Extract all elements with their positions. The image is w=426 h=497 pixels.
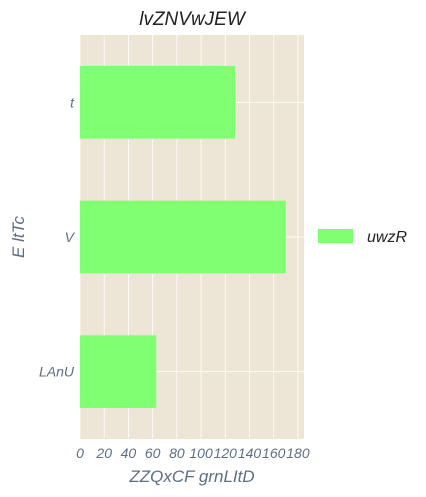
x-tick-label: 0 xyxy=(76,445,84,461)
x-tick-label: 80 xyxy=(169,445,185,461)
x-tick-label: 180 xyxy=(286,445,310,461)
x-tick-label: 40 xyxy=(121,445,137,461)
x-tick-labels: 0 20 40 60 80 100 120 140 160 180 xyxy=(76,445,310,461)
legend-swatch-uwzR xyxy=(318,229,353,243)
x-axis-label: ZZQxCF grnLItD xyxy=(128,467,254,486)
bar-LAnU xyxy=(80,335,157,409)
bar-t xyxy=(80,65,235,139)
x-tick-label: 20 xyxy=(95,445,112,461)
x-tick-label: 140 xyxy=(238,445,262,461)
y-tick-labels: t V LAnU xyxy=(39,94,76,379)
y-tick-label: LAnU xyxy=(39,364,75,380)
x-tick-label: 160 xyxy=(262,445,286,461)
y-axis-label: E ltTc xyxy=(9,216,28,258)
bar-V xyxy=(80,200,286,274)
x-tick-label: 100 xyxy=(189,445,213,461)
y-tick-label: t xyxy=(70,94,75,110)
x-tick-label: 60 xyxy=(145,445,161,461)
x-tick-label: 120 xyxy=(214,445,238,461)
legend: uwzR xyxy=(318,229,407,246)
y-tick-label: V xyxy=(65,229,76,245)
chart-title: lvZNVwJEW xyxy=(139,9,247,30)
bars xyxy=(80,65,286,409)
legend-label-uwzR: uwzR xyxy=(367,229,407,246)
